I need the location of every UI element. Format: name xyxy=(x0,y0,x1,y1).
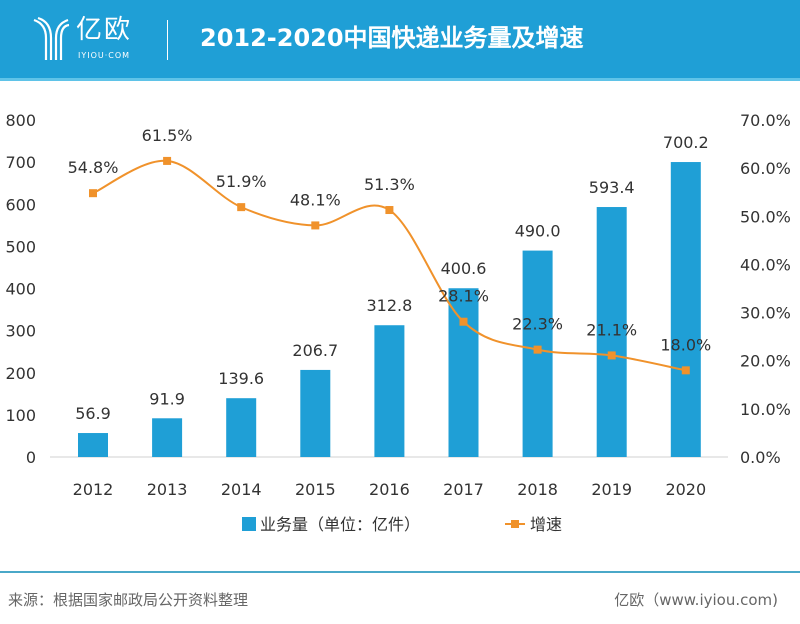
y-tick-label: 0 xyxy=(26,448,36,467)
iyiou-logo-icon xyxy=(33,16,70,60)
growth-value-label: 22.3% xyxy=(512,315,563,334)
x-tick-label: 2017 xyxy=(443,480,484,499)
bar-value-label: 56.9 xyxy=(75,404,111,423)
bar-value-label: 206.7 xyxy=(292,341,338,360)
y-tick-label: 700 xyxy=(5,153,36,172)
bar-value-label: 312.8 xyxy=(366,296,412,315)
x-tick-label: 2014 xyxy=(221,480,262,499)
x-tick-label: 2016 xyxy=(369,480,410,499)
growth-marker xyxy=(89,189,97,198)
page-title: 2012-2020中国快递业务量及增速 xyxy=(200,24,584,52)
bar xyxy=(300,369,331,457)
bar-value-label: 700.2 xyxy=(663,133,709,152)
brand-subtitle: IYIOU·COM xyxy=(78,51,131,60)
header-underline xyxy=(0,78,800,81)
growth-marker xyxy=(681,366,690,375)
x-tick-label: 2019 xyxy=(591,480,632,499)
growth-value-label: 18.0% xyxy=(660,335,711,354)
bar xyxy=(374,325,405,457)
bar-value-label: 400.6 xyxy=(441,259,487,278)
y2-tick-label: 60.0% xyxy=(740,159,791,178)
growth-value-label: 51.3% xyxy=(364,175,415,194)
growth-marker xyxy=(237,203,246,212)
bar-value-label: 593.4 xyxy=(589,178,635,197)
y2-tick-label: 30.0% xyxy=(740,304,791,323)
bar xyxy=(670,162,701,457)
y-tick-label: 600 xyxy=(5,195,36,214)
x-tick-label: 2012 xyxy=(73,480,114,499)
growth-value-label: 54.8% xyxy=(68,158,119,177)
credit-note: 亿欧（www.iyiou.com) xyxy=(614,591,778,609)
footer-divider xyxy=(0,571,800,573)
bar-value-label: 490.0 xyxy=(515,222,561,241)
y2-tick-label: 70.0% xyxy=(740,111,791,130)
bar xyxy=(226,398,257,457)
growth-marker xyxy=(163,156,172,165)
y-tick-label: 400 xyxy=(5,280,36,299)
y-tick-label: 200 xyxy=(5,364,36,383)
bar-value-label: 139.6 xyxy=(218,369,264,388)
bar xyxy=(522,250,553,457)
header-divider xyxy=(167,20,168,60)
source-note: 来源：根据国家邮政局公开资料整理 xyxy=(8,591,249,609)
x-tick-label: 2018 xyxy=(517,480,558,499)
y2-tick-label: 50.0% xyxy=(740,207,791,226)
legend-line-marker xyxy=(511,520,519,528)
bar xyxy=(152,418,183,457)
bar-value-label: 91.9 xyxy=(149,389,185,408)
legend-bar-swatch xyxy=(242,517,256,531)
y-tick-label: 300 xyxy=(5,322,36,341)
y-tick-label: 500 xyxy=(5,237,36,256)
growth-value-label: 51.9% xyxy=(216,172,267,191)
legend-line-label: 增速 xyxy=(530,515,562,534)
x-tick-label: 2013 xyxy=(147,480,188,499)
growth-marker xyxy=(607,351,616,360)
legend-bar-label: 业务量（单位：亿件） xyxy=(260,515,420,534)
growth-marker xyxy=(385,206,394,215)
y2-tick-label: 10.0% xyxy=(740,400,791,419)
y2-tick-label: 0.0% xyxy=(740,448,781,467)
brand-name: 亿欧 xyxy=(76,15,133,45)
y2-tick-label: 40.0% xyxy=(740,255,791,274)
x-tick-label: 2020 xyxy=(665,480,706,499)
bar xyxy=(596,207,627,457)
growth-value-label: 48.1% xyxy=(290,190,341,209)
y2-tick-label: 20.0% xyxy=(740,352,791,371)
growth-marker xyxy=(533,345,542,354)
bar xyxy=(448,288,479,457)
growth-marker xyxy=(459,317,468,326)
growth-value-label: 61.5% xyxy=(142,126,193,145)
header-bar: 亿欧 IYIOU·COM 2012-2020中国快递业务量及增速 xyxy=(0,0,800,81)
growth-value-label: 21.1% xyxy=(586,320,637,339)
bar xyxy=(78,433,108,457)
growth-marker xyxy=(311,221,320,230)
x-tick-label: 2015 xyxy=(295,480,336,499)
chart: 0 100 200 300 400 500 600 700 800 0.0% 10.0% 20.0% 3… xyxy=(5,111,791,534)
growth-value-label: 28.1% xyxy=(438,287,489,306)
y-tick-label: 100 xyxy=(5,406,36,425)
y-tick-label: 800 xyxy=(5,111,36,130)
